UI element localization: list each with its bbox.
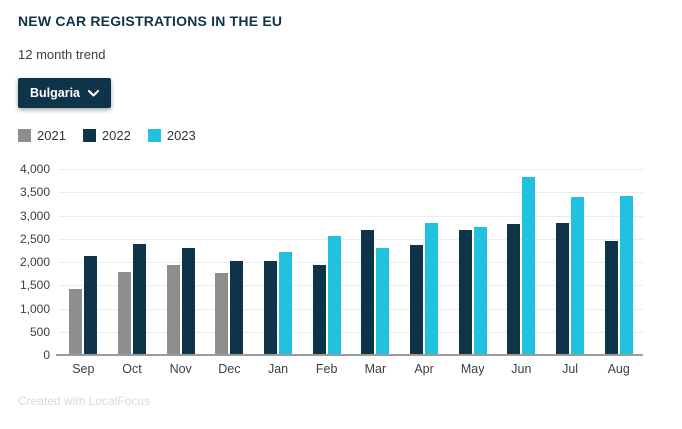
legend-swatch-2023 xyxy=(147,129,161,142)
month-label-oct: Oct xyxy=(122,362,142,376)
month-label-feb: Feb xyxy=(315,362,338,376)
y-axis-tick: 3,000 xyxy=(19,208,50,223)
month-label-mar: Mar xyxy=(364,362,387,376)
bar-2021-nov[interactable] xyxy=(166,265,180,355)
bar-group-jan xyxy=(254,169,303,355)
y-axis: 0 500 1,000 1,500 2,000 2,500 3,000 3,500 4,000 xyxy=(0,162,50,362)
legend-label: 2023 xyxy=(166,128,196,143)
bar-group-sep xyxy=(59,169,108,355)
chart-legend: 2021 2022 2023 xyxy=(18,128,196,143)
month-label-dec: Dec xyxy=(218,362,241,376)
month-label-jun: Jun xyxy=(511,362,532,376)
bar-group-feb xyxy=(302,169,351,355)
month-label-sep: Sep xyxy=(72,362,95,376)
bar-group-mar xyxy=(351,169,400,355)
y-axis-tick: 4,000 xyxy=(19,162,50,176)
month-label-nov: Nov xyxy=(169,362,192,376)
y-axis-tick: 3,500 xyxy=(19,185,50,200)
bar-2023-may[interactable] xyxy=(473,226,487,355)
bar-2022-nov[interactable] xyxy=(181,248,195,355)
bar-2023-jun[interactable] xyxy=(522,177,536,355)
bar-2023-mar[interactable] xyxy=(376,248,390,355)
country-dropdown[interactable]: Bulgaria xyxy=(18,78,112,108)
month-label-may: May xyxy=(460,362,485,376)
legend-item-2021: 2021 xyxy=(18,128,66,143)
legend-swatch-2022 xyxy=(82,129,96,142)
gridline xyxy=(59,215,643,217)
bar-2023-jul[interactable] xyxy=(571,197,585,355)
y-axis-tick: 1,000 xyxy=(19,301,50,316)
y-axis-tick: 1,500 xyxy=(19,278,50,293)
bar-2022-jul[interactable] xyxy=(556,222,570,355)
credit-link[interactable]: Created with LocalFocus xyxy=(18,394,151,408)
legend-label: 2022 xyxy=(101,128,131,143)
bar-group-oct xyxy=(108,169,157,355)
gridline xyxy=(59,238,643,240)
bar-2022-oct[interactable] xyxy=(133,243,146,355)
bar-2023-jan[interactable] xyxy=(279,251,293,355)
chart-subtitle: 12 month trend xyxy=(18,47,106,62)
plot-area xyxy=(56,169,643,356)
legend-item-2022: 2022 xyxy=(82,128,131,143)
month-label-jul: Jul xyxy=(562,362,579,376)
gridline xyxy=(59,262,643,263)
month-label-jan: Jan xyxy=(267,362,289,376)
bar-2021-sep[interactable] xyxy=(69,288,83,355)
y-axis-tick: 2,500 xyxy=(19,231,50,246)
bar-2022-aug[interactable] xyxy=(604,240,618,355)
bar-2021-dec[interactable] xyxy=(215,273,229,355)
bar-2022-jun[interactable] xyxy=(507,223,521,355)
bar-group-dec xyxy=(205,169,254,355)
bar-2022-sep[interactable] xyxy=(84,256,98,355)
bar-2021-oct[interactable] xyxy=(118,272,131,355)
bar-group-aug xyxy=(594,169,643,355)
y-axis-tick: 0 xyxy=(43,348,50,362)
country-dropdown-label: Bulgaria xyxy=(30,86,81,100)
bar-2022-feb[interactable] xyxy=(312,265,326,355)
bar-group-apr xyxy=(400,169,449,355)
x-axis: Sep Oct Nov Dec Jan Feb Mar Apr May Jun Jul Aug xyxy=(59,362,643,376)
legend-swatch-2021 xyxy=(18,129,31,142)
gridline xyxy=(59,308,643,310)
page-title: NEW CAR REGISTRATIONS IN THE EU xyxy=(18,13,283,29)
bar-group-nov xyxy=(156,169,205,355)
bar-2022-may[interactable] xyxy=(458,229,472,355)
x-axis-baseline xyxy=(56,354,643,356)
bar-2023-aug[interactable] xyxy=(619,195,633,355)
bar-group-jul xyxy=(546,169,595,355)
legend-label: 2021 xyxy=(37,128,66,143)
y-axis-tick: 2,000 xyxy=(19,255,50,269)
bar-2022-jan[interactable] xyxy=(264,260,278,355)
legend-item-2023: 2023 xyxy=(147,128,196,143)
bar-2022-apr[interactable] xyxy=(410,245,424,355)
bar-2022-mar[interactable] xyxy=(361,229,375,355)
gridline xyxy=(59,169,643,170)
bar-group-jun xyxy=(497,169,546,355)
bar-2023-apr[interactable] xyxy=(425,222,439,355)
y-axis-tick: 500 xyxy=(29,324,50,339)
gridline xyxy=(59,285,643,287)
bar-group-may xyxy=(448,169,497,355)
bar-groups xyxy=(59,169,643,355)
month-label-apr: Apr xyxy=(414,362,434,376)
bar-2022-dec[interactable] xyxy=(230,261,244,355)
month-label-aug: Aug xyxy=(607,362,630,376)
chevron-down-icon xyxy=(88,89,100,97)
gridline xyxy=(59,331,643,333)
bar-2023-feb[interactable] xyxy=(327,235,341,355)
gridline xyxy=(59,192,643,194)
